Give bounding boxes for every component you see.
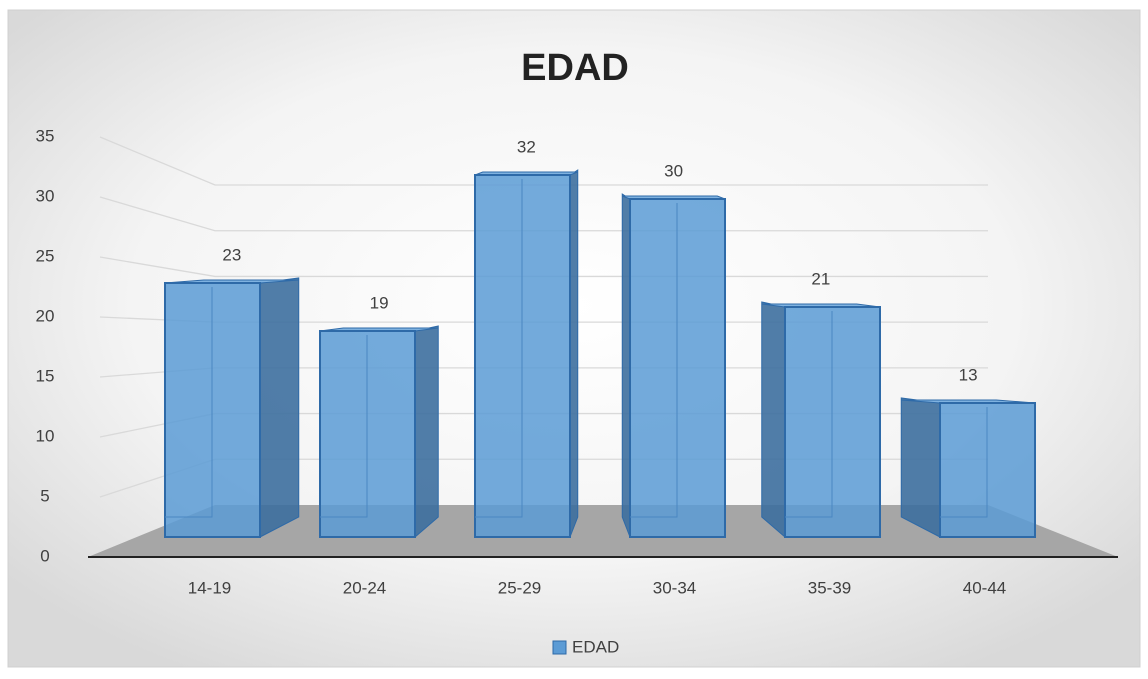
x-tick-label: 14-19 — [188, 578, 231, 597]
x-tick-label: 40-44 — [963, 578, 1006, 597]
data-label: 23 — [222, 245, 241, 264]
bar-inner-edge — [785, 311, 833, 518]
y-tick-label: 15 — [36, 366, 55, 385]
bar-inner-edge — [320, 335, 368, 518]
y-tick-label: 30 — [36, 186, 55, 205]
x-tick-label: 20-24 — [343, 578, 386, 597]
bar-side — [900, 397, 941, 538]
bar-inner-edge — [630, 203, 678, 518]
chart-title: EDAD — [521, 47, 629, 89]
y-tick-label: 35 — [36, 126, 55, 145]
legend-label: EDAD — [572, 637, 619, 656]
data-label: 32 — [517, 137, 536, 156]
bar-side — [414, 325, 439, 539]
bar-side — [569, 169, 579, 538]
grid-line — [99, 256, 988, 278]
x-tick-label: 35-39 — [808, 578, 851, 597]
grid-line — [99, 196, 988, 232]
bar-side — [259, 277, 300, 538]
bar-side — [761, 301, 786, 539]
x-tick-label: 25-29 — [498, 578, 541, 597]
y-tick-label: 0 — [40, 546, 49, 565]
data-label: 13 — [959, 365, 978, 384]
bar-side — [621, 193, 631, 538]
data-label: 30 — [664, 161, 683, 180]
data-label: 21 — [811, 269, 830, 288]
legend-swatch — [552, 640, 567, 655]
y-tick-label: 25 — [36, 246, 55, 265]
bar-inner-edge — [165, 287, 213, 518]
x-tick-label: 30-34 — [653, 578, 696, 597]
y-tick-label: 10 — [36, 426, 55, 445]
bar-inner-edge — [940, 407, 988, 518]
y-tick-label: 5 — [40, 486, 49, 505]
bar-inner-edge — [475, 179, 523, 518]
data-label: 19 — [370, 293, 389, 312]
grid-line — [99, 136, 988, 186]
y-tick-label: 20 — [36, 306, 55, 325]
